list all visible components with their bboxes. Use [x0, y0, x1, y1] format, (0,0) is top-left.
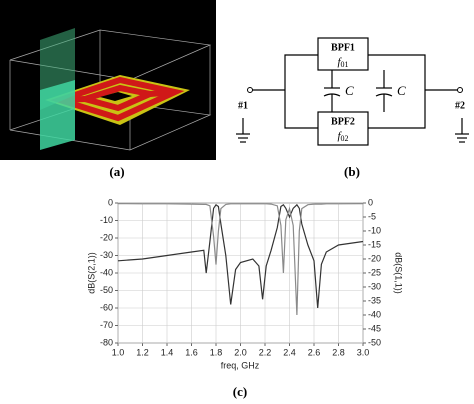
y-tick-label: -30	[100, 250, 113, 260]
capacitor-label: C	[345, 83, 354, 98]
freq-symbol: f	[337, 130, 342, 142]
freq-subscript: 02	[341, 134, 349, 143]
series-line	[117, 203, 364, 309]
circuit: BPF1 f01 BPF2 f02 C C #1 #2	[236, 37, 469, 146]
series-line	[117, 203, 364, 316]
y2-tick-label: -15	[368, 239, 381, 249]
y-axis-label: dB(S(2,1))	[86, 252, 96, 294]
x-tick-label: 3.0	[357, 347, 370, 357]
y-tick-label: -40	[100, 267, 113, 277]
y2-tick-label: -30	[368, 281, 381, 291]
y2-tick-label: -20	[368, 253, 381, 263]
x-tick-label: 2.8	[332, 347, 345, 357]
y-tick-label: -80	[100, 337, 113, 347]
port-label: #2	[455, 100, 465, 111]
freq-subscript: 01	[341, 60, 349, 69]
y2-tick-label: -40	[368, 309, 381, 319]
x-tick-label: 2.4	[283, 347, 296, 357]
filter-name: BPF1	[331, 42, 355, 53]
port-label: #1	[238, 100, 248, 111]
y-tick-label: -50	[100, 285, 113, 295]
y2-axis-label: dB(S(1,1))	[394, 252, 404, 294]
y2-tick-label: -5	[368, 211, 376, 221]
x-tick-label: 1.6	[185, 347, 198, 357]
y-tick-label: -70	[100, 320, 113, 330]
y2-tick-label: 0	[368, 197, 373, 207]
filter-box	[317, 37, 369, 71]
y-tick-label: -10	[100, 215, 113, 225]
y2-tick-label: -45	[368, 323, 381, 333]
x-tick-label: 2.2	[259, 347, 272, 357]
x-tick-label: 1.4	[161, 347, 174, 357]
y2-tick-label: -25	[368, 267, 381, 277]
panel-label: (b)	[344, 164, 360, 179]
panel-label: (c)	[233, 384, 247, 399]
freq-symbol: f	[337, 56, 342, 68]
filter-freq: f02	[337, 130, 348, 143]
x-tick-label: 1.0	[112, 347, 125, 357]
y-tick-label: -20	[100, 232, 113, 242]
render-3d	[0, 0, 216, 160]
y2-tick-label: -35	[368, 295, 381, 305]
y2-tick-label: -50	[368, 337, 381, 347]
x-axis-label: freq, GHz	[221, 360, 260, 370]
x-tick-label: 2.0	[234, 347, 247, 357]
y2-tick-label: -10	[368, 225, 381, 235]
x-tick-label: 2.6	[308, 347, 321, 357]
capacitor-label: C	[397, 83, 406, 98]
filter-name: BPF2	[331, 116, 355, 127]
x-tick-label: 1.8	[210, 347, 223, 357]
panel-label: (a)	[109, 164, 124, 179]
y-tick-label: 0	[108, 197, 113, 207]
x-tick-label: 1.2	[136, 347, 149, 357]
y-tick-label: -60	[100, 302, 113, 312]
filter-freq: f01	[337, 56, 348, 69]
